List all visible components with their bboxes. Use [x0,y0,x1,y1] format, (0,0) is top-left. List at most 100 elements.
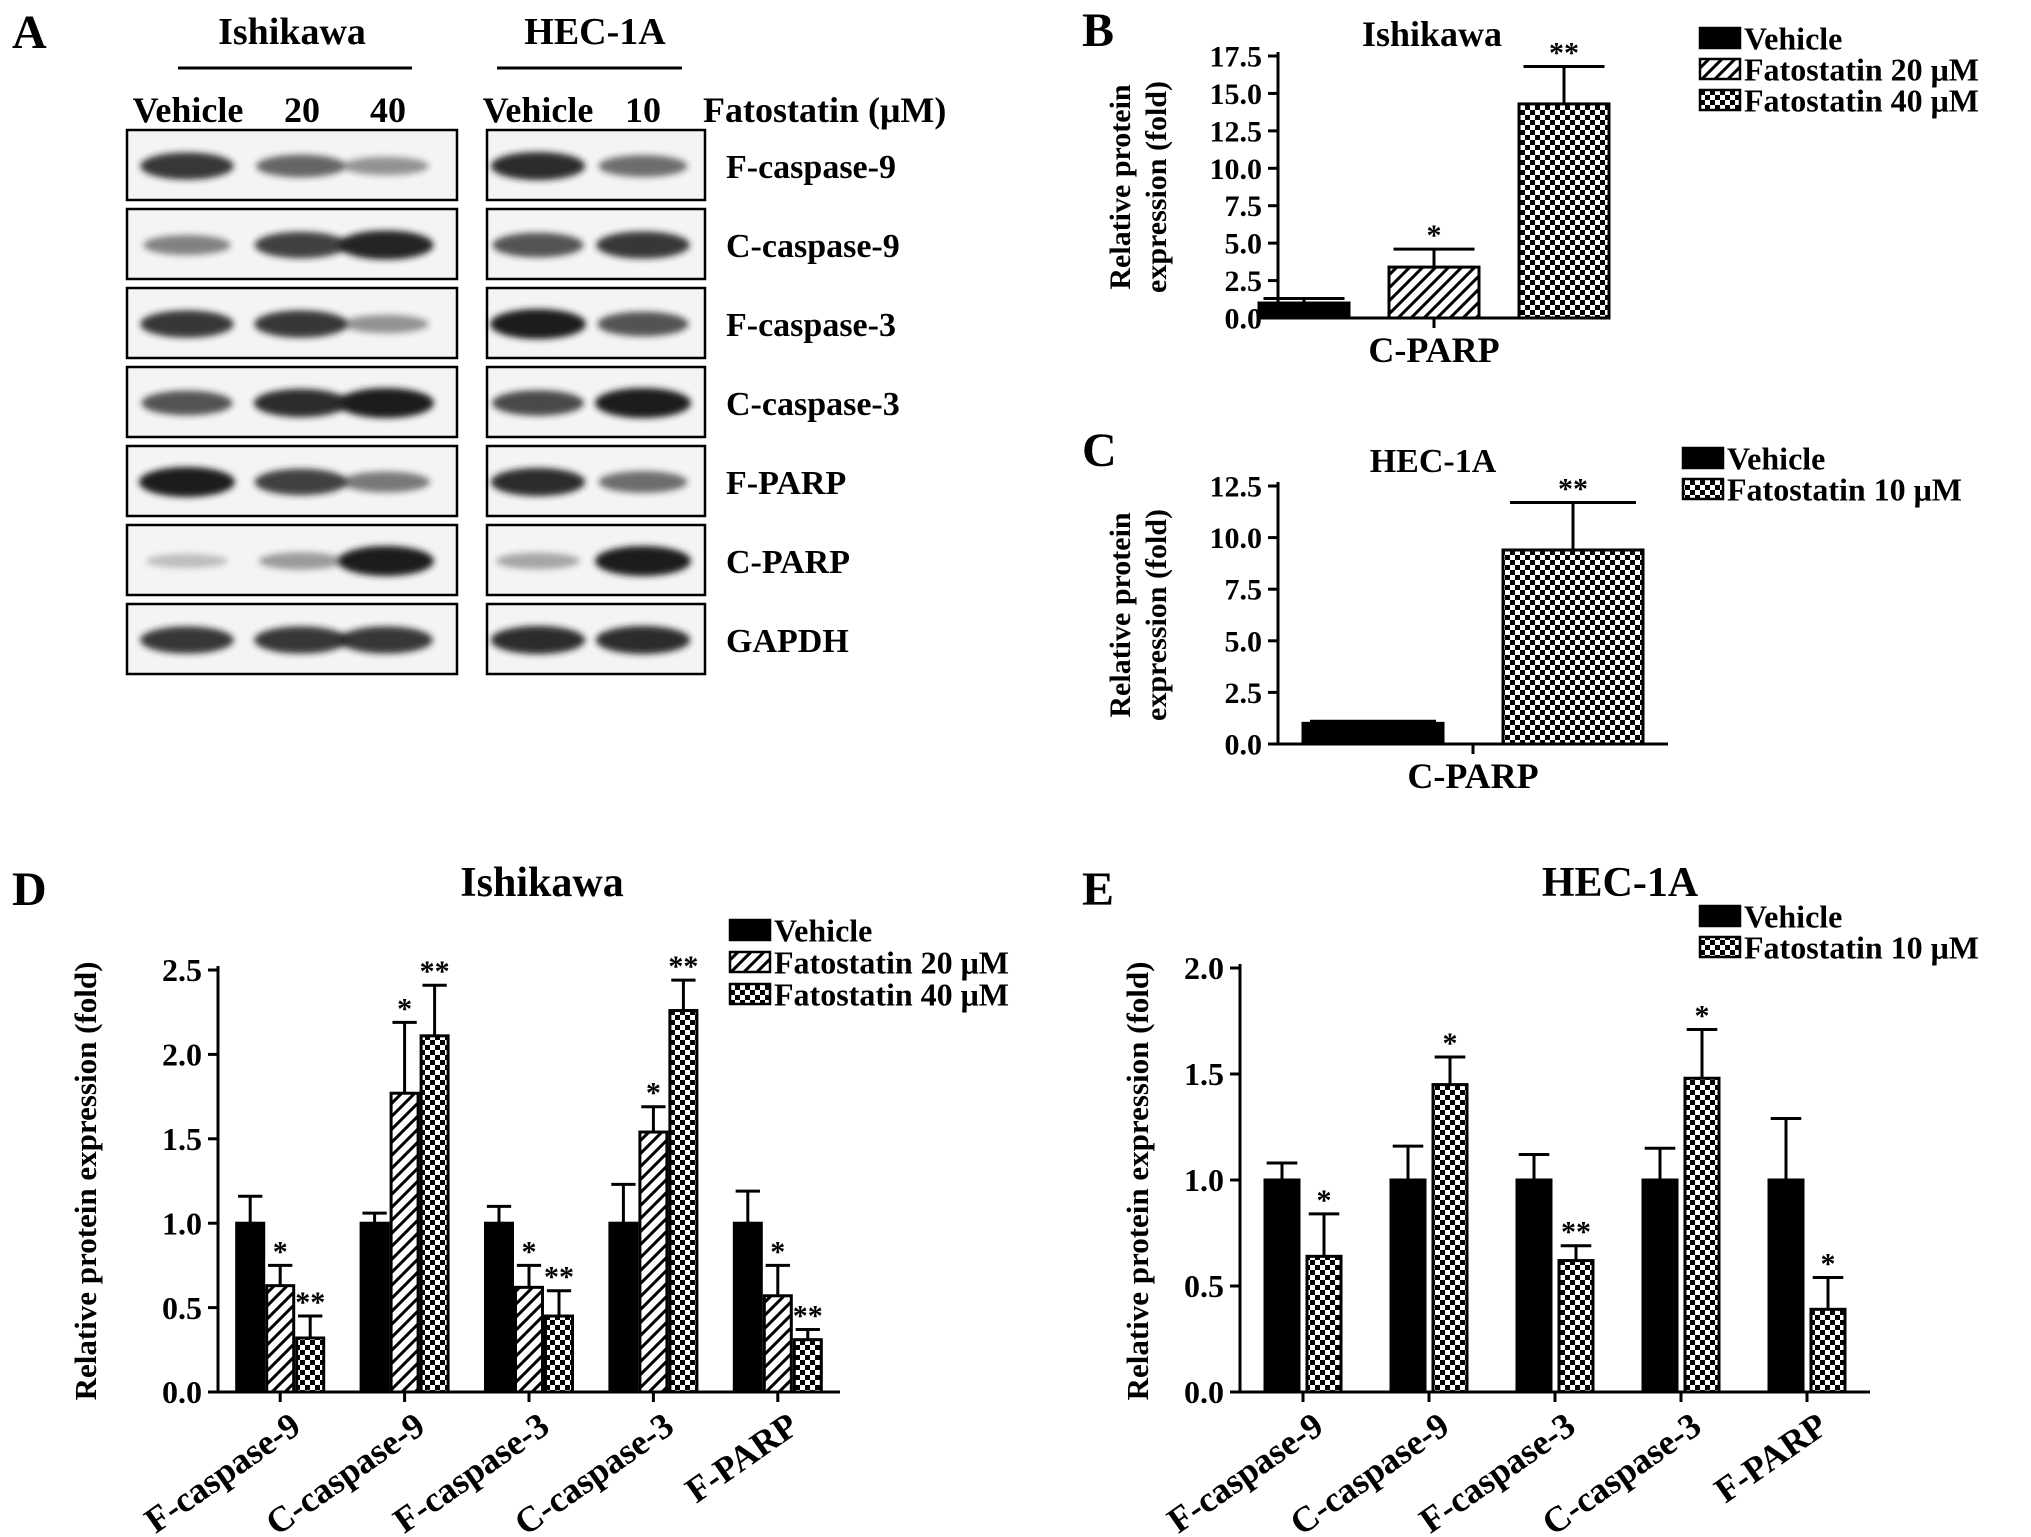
significance-marker: ** [544,1261,574,1294]
panel-b-chart: B Ishikawa Relative protein expression (fo… [1082,4,1979,370]
blot-band [140,310,234,338]
bar-c-caspase-9-fatostatin-20-m [389,1091,420,1394]
lane-label-ishikawa-40: 40 [370,90,406,130]
chart-e: HEC-1A Relative protein expression (fold)… [1120,860,1979,1537]
significance-marker: ** [668,950,698,983]
bar-c-caspase-9-fatostatin-40-m [419,1034,450,1394]
y-axis-label: Relative protein expression (fold) [1104,81,1173,293]
blot-strip-ishikawa-f-parp [125,444,459,518]
significance-marker: * [1443,1027,1458,1060]
chart-d: Ishikawa Relative protein expression (fol… [68,860,1009,1537]
y-tick-label: 0.0 [162,1374,202,1410]
y-tick-label: 1.0 [162,1205,202,1241]
bar-c-caspase-9-fatostatin-10-m [1431,1083,1469,1394]
significance-marker: * [273,1235,288,1268]
y-tick-label: 1.5 [1184,1056,1224,1092]
blot-band [338,546,434,576]
panel-e-letter: E [1082,863,1114,916]
blot-strip-hec-1a-f-parp [485,444,707,518]
blot-band [254,310,348,338]
protein-label-c-parp: C-PARP [726,544,850,581]
blot-strip-hec-1a-f-caspase-9 [485,128,707,202]
blot-band [595,546,691,576]
blot-band [595,388,691,418]
bar-f-caspase-9-fatostatin-20-m [265,1284,296,1394]
y-tick-label: 0.0 [1225,729,1263,762]
significance-marker: ** [1561,1216,1591,1249]
y-tick-label: 17.5 [1210,41,1263,74]
blot-strip-ishikawa-f-caspase-9 [125,128,459,202]
blot-band [490,625,586,655]
lane-label-ishikawa-20: 20 [284,90,320,130]
significance-marker: * [1317,1184,1332,1217]
lane-label-hec1a-10: 10 [625,90,661,130]
chart-b: Ishikawa Relative protein expression (fold… [1104,14,1979,370]
bar-f-caspase-9-vehicle [235,1221,266,1394]
blot-band [596,231,690,259]
significance-marker: * [770,1235,785,1268]
y-tick-label: 0.0 [1225,303,1263,336]
protein-label-gapdh: GAPDH [726,623,849,660]
significance-marker: * [1821,1248,1836,1281]
legend-label-fatostatin-10-m: Fatostatin 10 μM [1744,930,1979,966]
y-tick-label: 5.0 [1225,228,1263,261]
blot-band [490,467,586,497]
blot-strip-ishikawa-c-caspase-9 [125,207,459,281]
blot-band [496,552,580,570]
blot-band [597,311,689,337]
y-tick-label: 12.5 [1210,471,1263,504]
blot-band [258,552,344,570]
lane-label-ishikawa-vehicle: Vehicle [133,90,244,130]
bar-c-caspase-3-fatostatin-40-m [668,1009,699,1394]
protein-label-c-caspase-9: C-caspase-9 [726,228,900,265]
bar-c-caspase-9-vehicle [359,1221,390,1394]
panel-b-letter: B [1082,4,1114,57]
blot-strip-hec-1a-gapdh [485,602,707,676]
x-tick-label: C-PARP [1407,756,1538,796]
significance-marker: * [1427,219,1442,252]
significance-marker: ** [793,1300,823,1333]
y-axis-label: Relative protein expression (fold) [1120,962,1155,1401]
bar-f-caspase-3-fatostatin-40-m [544,1314,574,1394]
blot-strip-ishikawa-gapdh [125,602,459,676]
protein-label-f-parp: F-PARP [726,465,846,502]
blot-band [339,626,433,654]
legend-label-fatostatin-10-m: Fatostatin 10 μM [1727,472,1962,508]
blot-band [338,230,434,260]
legend-swatch-fatostatin-40-m [728,982,772,1006]
y-tick-label: 2.5 [1225,265,1263,298]
protein-label-f-caspase-3: F-caspase-3 [726,307,896,344]
legend-swatch-fatostatin-20-m [1698,57,1742,81]
y-tick-label: 10.0 [1210,522,1263,555]
y-tick-label: 15.0 [1210,78,1263,111]
x-tick-label: F-PARP [1707,1405,1834,1511]
bar-f-parp-vehicle [1767,1178,1805,1394]
significance-marker: * [646,1077,661,1110]
significance-marker: * [397,992,412,1025]
blot-band [143,234,231,256]
bar-f-caspase-3-fatostatin-20-m [514,1285,544,1394]
blot-band [490,151,586,181]
blot-strip-ishikawa-c-parp [125,523,459,597]
chart-title: Ishikawa [460,860,623,906]
blot-band [343,156,429,176]
x-tick-label: F-PARP [678,1405,805,1511]
significance-marker: ** [295,1286,325,1319]
cell-line-label-ishikawa: Ishikawa [218,11,366,53]
chart-title: HEC-1A [1542,860,1699,906]
bar-f-caspase-9-vehicle [1263,1178,1301,1394]
blot-band [254,231,348,259]
legend-label-vehicle: Vehicle [1744,21,1842,57]
blot-band [141,390,233,416]
significance-marker: ** [1558,473,1588,506]
bar-c-caspase-9-vehicle [1389,1178,1427,1394]
y-tick-label: 0.5 [1184,1268,1224,1304]
significance-marker: * [1695,999,1710,1032]
blot-band [338,388,434,418]
panel-c-letter: C [1082,424,1117,477]
